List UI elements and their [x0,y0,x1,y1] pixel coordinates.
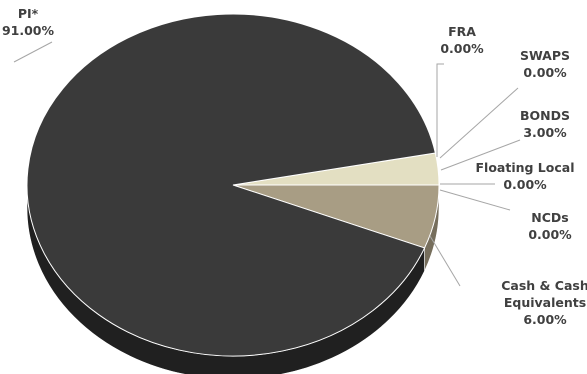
slice-value-label-3: 3.00% [523,125,567,140]
slice-category-label-5: NCDs [531,210,568,225]
slice-value-label-4: 0.00% [503,177,547,192]
slice-category-label-1: FRA [448,24,476,39]
slice-value-label-1: 0.00% [440,41,484,56]
slice-category-label-0: PI* [18,6,39,21]
slice-category-label-6: Cash & Cash [501,278,587,293]
slice-category-label-3: BONDS [520,108,570,123]
slice-value-label-2: 0.00% [523,65,567,80]
slice-labels: PI* 91.00% FRA 0.00% SWAPS 0.00% BONDS 3.00% Flo… [2,6,587,327]
slice-value-label-5: 0.00% [528,227,572,242]
slice-category-label-2: SWAPS [520,48,570,63]
pie-slices [26,13,440,357]
leader-line-0 [13,41,53,63]
slice-value-label-0: 91.00% [2,23,55,38]
slice-value-label-6: 6.00% [523,312,567,327]
pie-slice-0 [26,13,436,357]
slice-category-label-4: Floating Local [476,160,575,175]
leader-lines [13,41,521,287]
leader-line-3 [440,139,521,171]
leader-line-6 [429,235,461,287]
leader-line-2 [439,87,519,159]
leader-line-5 [439,189,511,211]
leader-line-1 [436,63,444,157]
slice-category-label-6: Equivalents [504,295,586,310]
